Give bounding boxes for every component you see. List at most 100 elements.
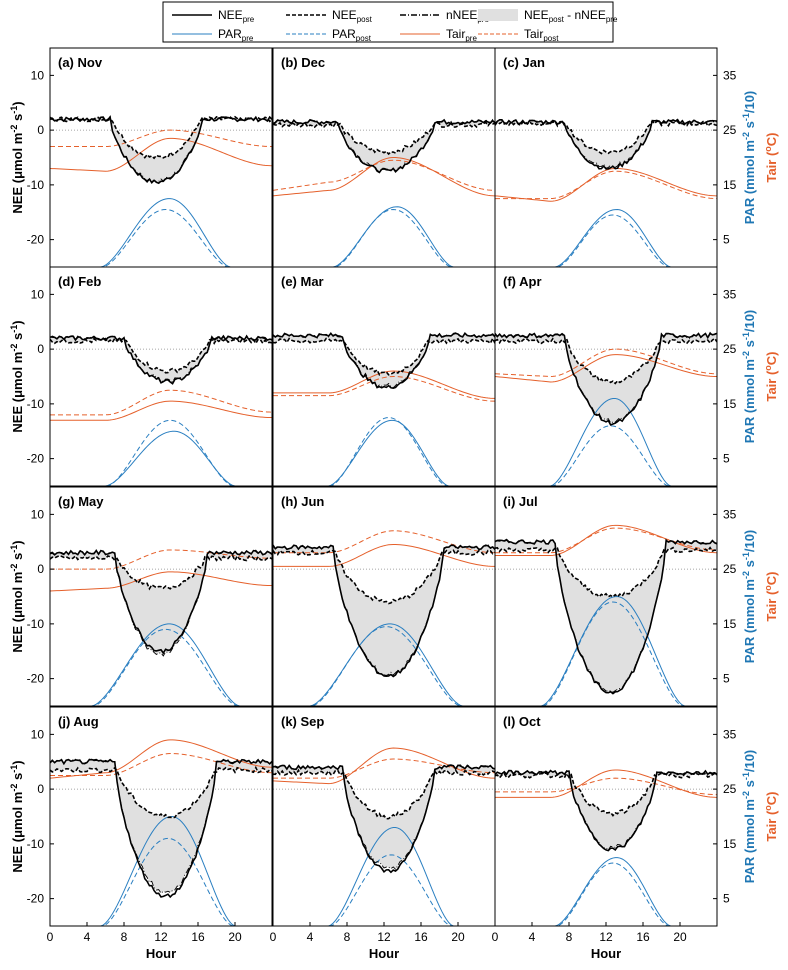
- x-tick-label: 0: [492, 930, 499, 944]
- nee-pre-line: [273, 764, 495, 874]
- tair-pre-line: [50, 739, 272, 779]
- axis-labels: NEE (μmol m-2 s-1) PAR (mmol m-2 s-1/10) T…: [9, 91, 779, 884]
- x-tick-label: 8: [344, 930, 351, 944]
- nee-post-line: [273, 120, 495, 156]
- par-post-line: [495, 601, 717, 706]
- plot-area: [273, 332, 495, 486]
- panel-frame: [49, 266, 273, 487]
- y-tick-label: -20: [27, 672, 45, 686]
- tair-post-line: [495, 348, 717, 378]
- par-tick-label: 35: [723, 68, 737, 82]
- legend-item: NEEpost - nNEEpre: [478, 8, 618, 24]
- panel-title: (k) Sep: [281, 714, 324, 729]
- plot-area: [50, 334, 272, 486]
- nee-pre-line: [495, 332, 717, 426]
- par-tick-label: 15: [723, 837, 737, 851]
- panel-title: (a) Nov: [58, 55, 103, 70]
- x-tick-label: 4: [529, 930, 536, 944]
- panel-title: (f) Apr: [503, 274, 542, 289]
- nee-post-line: [50, 554, 272, 591]
- plot-area: [50, 739, 272, 926]
- y-tick-label: -10: [27, 617, 45, 631]
- nee-post-line: [50, 115, 272, 160]
- x-tick-label: 12: [377, 930, 391, 944]
- nee-axis-label: NEE (μmol m-2 s-1): [9, 540, 25, 652]
- nee-post-line: [273, 548, 495, 605]
- panel-frame: [494, 486, 718, 707]
- par-post-line: [273, 209, 495, 267]
- panel-4: (d) Feb -20 -10 0 10: [27, 266, 273, 487]
- nee-axis-label: NEE (μmol m-2 s-1): [9, 320, 25, 432]
- tair-post-line: [273, 758, 495, 779]
- nee-pre-line: [495, 118, 717, 170]
- plot-area: [495, 524, 717, 706]
- y-tick-label: -20: [27, 233, 45, 247]
- tair-post-line: [50, 753, 272, 776]
- par-tick-label: 25: [723, 562, 737, 576]
- par-post-line: [495, 862, 717, 926]
- x-axis-label: Hour: [369, 946, 399, 961]
- plot-area: [50, 115, 272, 267]
- fill-nee-post-minus-nnee-pre: [50, 116, 272, 182]
- par-post-line: [273, 417, 495, 486]
- par-pre-line: [495, 209, 717, 267]
- plot-area: [273, 530, 495, 706]
- panel-10: (j) Aug -20 -10 0 10 0 4 8 12 16 20 Hour: [27, 706, 273, 961]
- legend-label: NEEpre: [218, 8, 255, 24]
- tair-pre-line: [273, 747, 495, 785]
- plot-area: [273, 118, 495, 267]
- tair-post-line: [273, 375, 495, 402]
- fill-nee-post-minus-nnee-pre: [273, 544, 495, 676]
- panel-3: (c) Jan 5 15 25 35: [494, 47, 737, 268]
- tair-post-line: [50, 129, 272, 148]
- tair-pre-line: [495, 167, 717, 202]
- y-tick-label: 10: [31, 68, 45, 82]
- tair-post-line: [495, 170, 717, 200]
- par-tick-label: 5: [723, 892, 730, 906]
- x-tick-label: 16: [414, 930, 428, 944]
- nee-post-line: [495, 337, 717, 385]
- x-axis-label: Hour: [146, 946, 176, 961]
- fill-nee-post-minus-nnee-pre: [273, 119, 495, 172]
- par-tick-label: 25: [723, 782, 737, 796]
- x-tick-label: 8: [121, 930, 128, 944]
- panel-title: (c) Jan: [503, 55, 545, 70]
- legend-item: PARpre: [172, 27, 254, 43]
- panel-title: (i) Jul: [503, 494, 538, 509]
- plot-area: [273, 747, 495, 926]
- nee-pre-line: [495, 769, 717, 852]
- fill-nee-post-minus-nnee-pre: [273, 332, 495, 388]
- par-pre-line: [273, 206, 495, 267]
- tair-post-line: [495, 777, 717, 796]
- tair-axis-label: Tair (oC): [763, 791, 779, 841]
- y-tick-label: -20: [27, 452, 45, 466]
- par-tick-label: 5: [723, 233, 730, 247]
- x-tick-label: 8: [566, 930, 573, 944]
- plot-area: [495, 118, 717, 267]
- x-tick-label: 12: [154, 930, 168, 944]
- par-pre-line: [495, 596, 717, 706]
- y-tick-label: 10: [31, 287, 45, 301]
- panel-frame: [49, 486, 273, 707]
- nee-post-line: [495, 771, 717, 817]
- nee-pre-line: [50, 549, 272, 655]
- nee-post-line: [273, 336, 495, 377]
- legend-item: NEEpost: [286, 8, 373, 24]
- nee-post-line: [495, 546, 717, 598]
- panel-8: (h) Jun: [272, 486, 496, 707]
- panel-11: (k) Sep 0 4 8 12 16 20 Hour: [270, 706, 496, 961]
- nee-pre-line: [273, 118, 495, 174]
- legend-label: NEEpost: [332, 8, 373, 24]
- panel-title: (l) Oct: [503, 714, 541, 729]
- par-pre-line: [50, 430, 272, 486]
- tair-axis-label: Tair (oC): [763, 571, 779, 621]
- par-pre-line: [50, 198, 272, 267]
- fill-nee-post-minus-nnee-pre: [495, 119, 717, 169]
- panel-title: (d) Feb: [58, 274, 101, 289]
- par-post-line: [50, 209, 272, 267]
- y-tick-label: 0: [37, 342, 44, 356]
- nee-pre-line: [273, 544, 495, 678]
- x-tick-label: 16: [191, 930, 205, 944]
- par-post-line: [50, 628, 272, 706]
